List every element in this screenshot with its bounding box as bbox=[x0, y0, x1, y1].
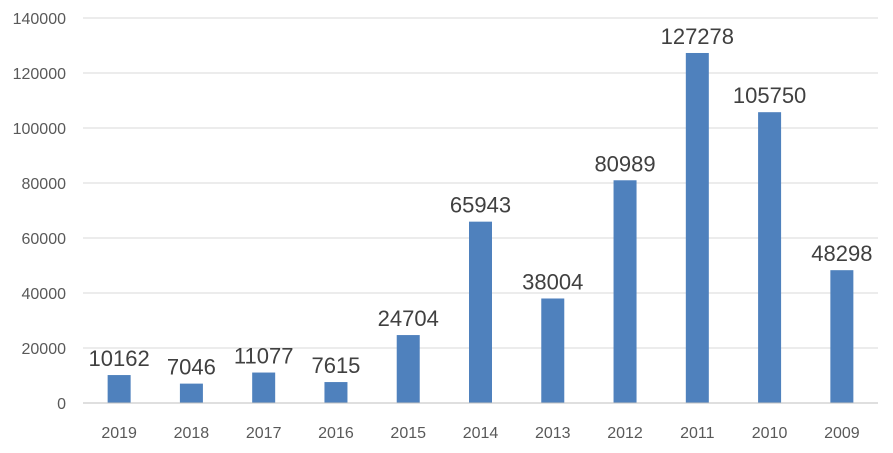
data-label-2018: 7046 bbox=[167, 355, 216, 380]
x-tick-label-2014: 2014 bbox=[463, 425, 499, 442]
data-label-2015: 24704 bbox=[378, 306, 439, 331]
x-tick-label-2015: 2015 bbox=[390, 425, 426, 442]
x-tick-label-2011: 2011 bbox=[680, 425, 715, 442]
bar-2014 bbox=[469, 221, 492, 403]
x-tick-label-2018: 2018 bbox=[174, 425, 210, 442]
data-label-2016: 7615 bbox=[311, 353, 360, 378]
bar-2016 bbox=[324, 382, 348, 403]
bar-2015 bbox=[396, 335, 420, 403]
data-label-2011: 127278 bbox=[661, 24, 734, 49]
bar-2010 bbox=[758, 112, 782, 403]
data-label-2017: 11077 bbox=[234, 344, 294, 369]
data-label-2012: 80989 bbox=[594, 151, 655, 176]
y-tick-label: 140000 bbox=[13, 11, 66, 28]
x-axis-tick-labels: 2019 2018 2017 2016 2015 2014 2013 2012 2011 2010… bbox=[101, 425, 859, 442]
y-tick-label: 0 bbox=[57, 396, 66, 413]
y-tick-label: 40000 bbox=[22, 286, 67, 303]
y-tick-label: 120000 bbox=[13, 66, 66, 83]
y-tick-label: 60000 bbox=[22, 231, 67, 248]
x-tick-label-2012: 2012 bbox=[607, 425, 643, 442]
bar-2009 bbox=[830, 270, 854, 403]
bar-2018 bbox=[179, 383, 203, 403]
x-tick-label-2013: 2013 bbox=[535, 425, 571, 442]
data-labels: 10162 7046 11077 7615 24704 65943 38004 80989 12… bbox=[89, 24, 873, 380]
bar-2011 bbox=[685, 52, 709, 403]
x-tick-label-2017: 2017 bbox=[246, 425, 282, 442]
data-label-2013: 38004 bbox=[522, 269, 583, 294]
y-tick-label: 100000 bbox=[13, 121, 66, 138]
data-label-2014: 65943 bbox=[450, 193, 511, 218]
x-tick-label-2019: 2019 bbox=[101, 425, 137, 442]
bar-2019 bbox=[107, 375, 131, 403]
bar-2017 bbox=[252, 372, 276, 403]
x-tick-label-2016: 2016 bbox=[318, 425, 354, 442]
y-tick-label: 20000 bbox=[22, 341, 67, 358]
bars bbox=[107, 52, 854, 403]
y-axis-tick-labels: 0 20000 40000 60000 80000 100000 120000 140000 bbox=[13, 11, 66, 413]
y-tick-label: 80000 bbox=[22, 176, 67, 193]
x-tick-label-2010: 2010 bbox=[752, 425, 788, 442]
data-label-2010: 105750 bbox=[733, 83, 806, 108]
bar-2012 bbox=[613, 180, 637, 403]
bar-2013 bbox=[541, 298, 565, 403]
data-label-2009: 48298 bbox=[811, 241, 872, 266]
x-tick-label-2009: 2009 bbox=[824, 425, 860, 442]
data-label-2019: 10162 bbox=[89, 346, 150, 371]
